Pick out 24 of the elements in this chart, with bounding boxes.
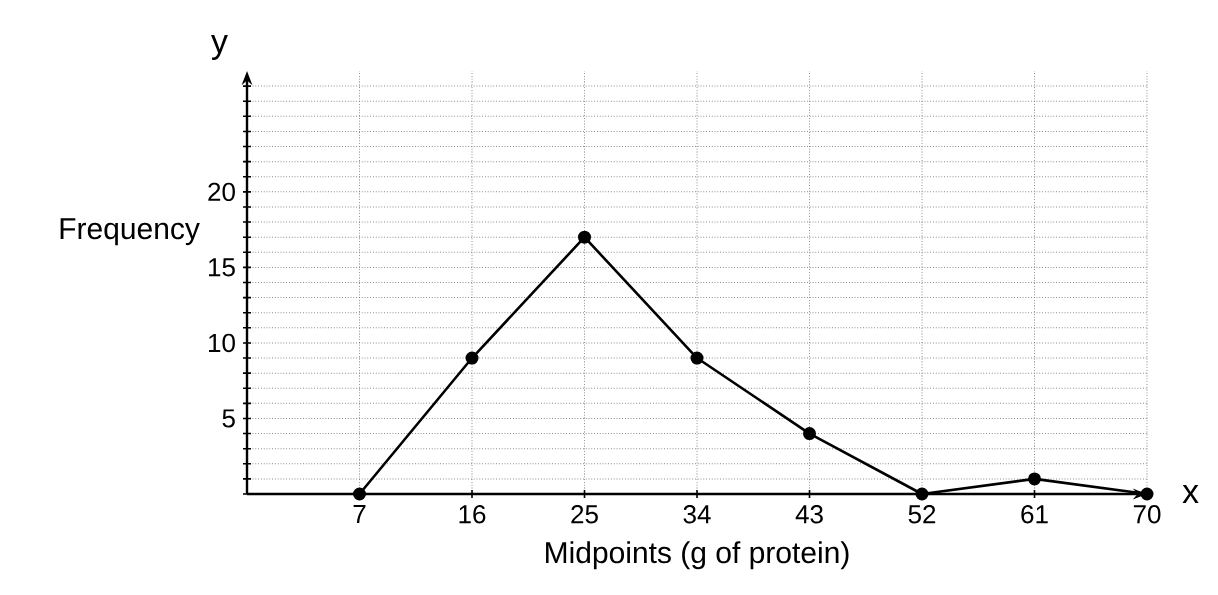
point [690,351,704,365]
text: y [211,34,228,60]
x-tick-label: 25 [571,505,598,524]
text: x [1182,485,1199,503]
point [915,487,929,501]
x-tick-label: 52 [908,505,936,524]
point [1140,487,1154,501]
x-tick-label: 7 [353,505,366,523]
x-tick-label: 43 [795,505,823,524]
x-tick-label: 61 [1021,505,1048,524]
y-tick-label: 5 [222,409,235,428]
point [578,230,592,244]
y-axis-title: Frequency [60,218,200,246]
y-tick-label: 15 [209,258,235,277]
y-tick-label: 10 [209,333,235,353]
x-axis-title: Midpoints (g of protein) [546,541,849,570]
point [803,427,817,441]
point [353,487,366,501]
point [465,351,479,365]
point [1028,472,1042,486]
x-tick-label: 16 [459,505,486,524]
x-tick-label: 34 [683,505,711,524]
y-tick-label: 20 [208,182,235,202]
x-tick-label: 70 [1133,505,1161,524]
